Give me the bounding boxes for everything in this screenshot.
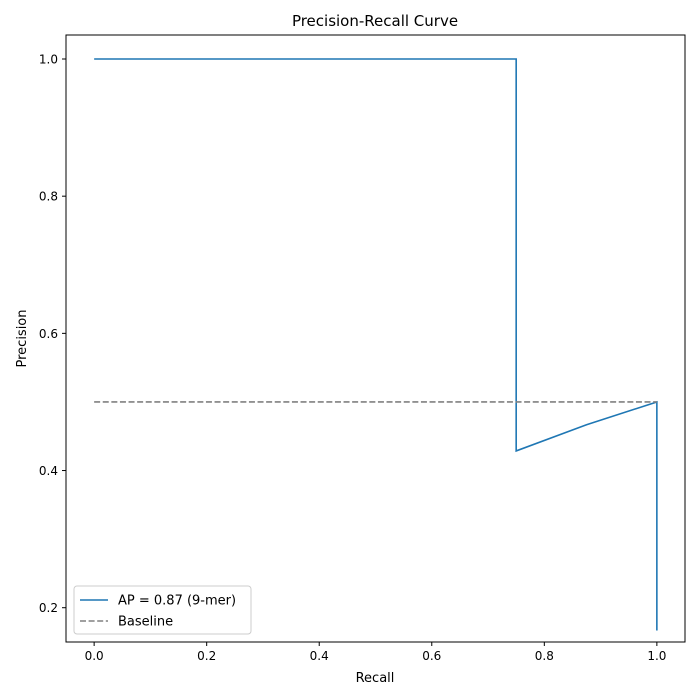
- x-tick-label: 1.0: [647, 649, 666, 663]
- y-tick-label: 0.2: [39, 601, 58, 615]
- x-tick-label: 0.8: [535, 649, 554, 663]
- legend: AP = 0.87 (9-mer) Baseline: [73, 585, 252, 635]
- legend-label: Baseline: [118, 615, 173, 630]
- y-tick-label: 0.8: [39, 190, 58, 204]
- x-axis-ticks: 0.0 0.2 0.4 0.6 0.8 1.0: [85, 642, 666, 663]
- plot-frame: [65, 34, 686, 643]
- series-layer: [94, 58, 658, 631]
- x-axis-label: Recall: [356, 671, 395, 686]
- x-tick-label: 0.2: [197, 649, 216, 663]
- y-axis-ticks: 0.2 0.4 0.6 0.8 1.0: [39, 53, 66, 615]
- y-axis-label: Precision: [15, 309, 30, 367]
- y-tick-label: 1.0: [39, 53, 58, 67]
- x-tick-label: 0.6: [422, 649, 441, 663]
- x-tick-label: 0.4: [310, 649, 329, 663]
- y-tick-label: 0.6: [39, 327, 58, 341]
- pr-curve-line: [94, 58, 658, 631]
- chart-title: Precision-Recall Curve: [292, 12, 458, 30]
- plot-area: [66, 35, 685, 642]
- x-tick-label: 0.0: [85, 649, 104, 663]
- y-tick-label: 0.4: [39, 464, 58, 478]
- legend-box: [73, 585, 252, 635]
- legend-label: AP = 0.87 (9-mer): [118, 594, 236, 609]
